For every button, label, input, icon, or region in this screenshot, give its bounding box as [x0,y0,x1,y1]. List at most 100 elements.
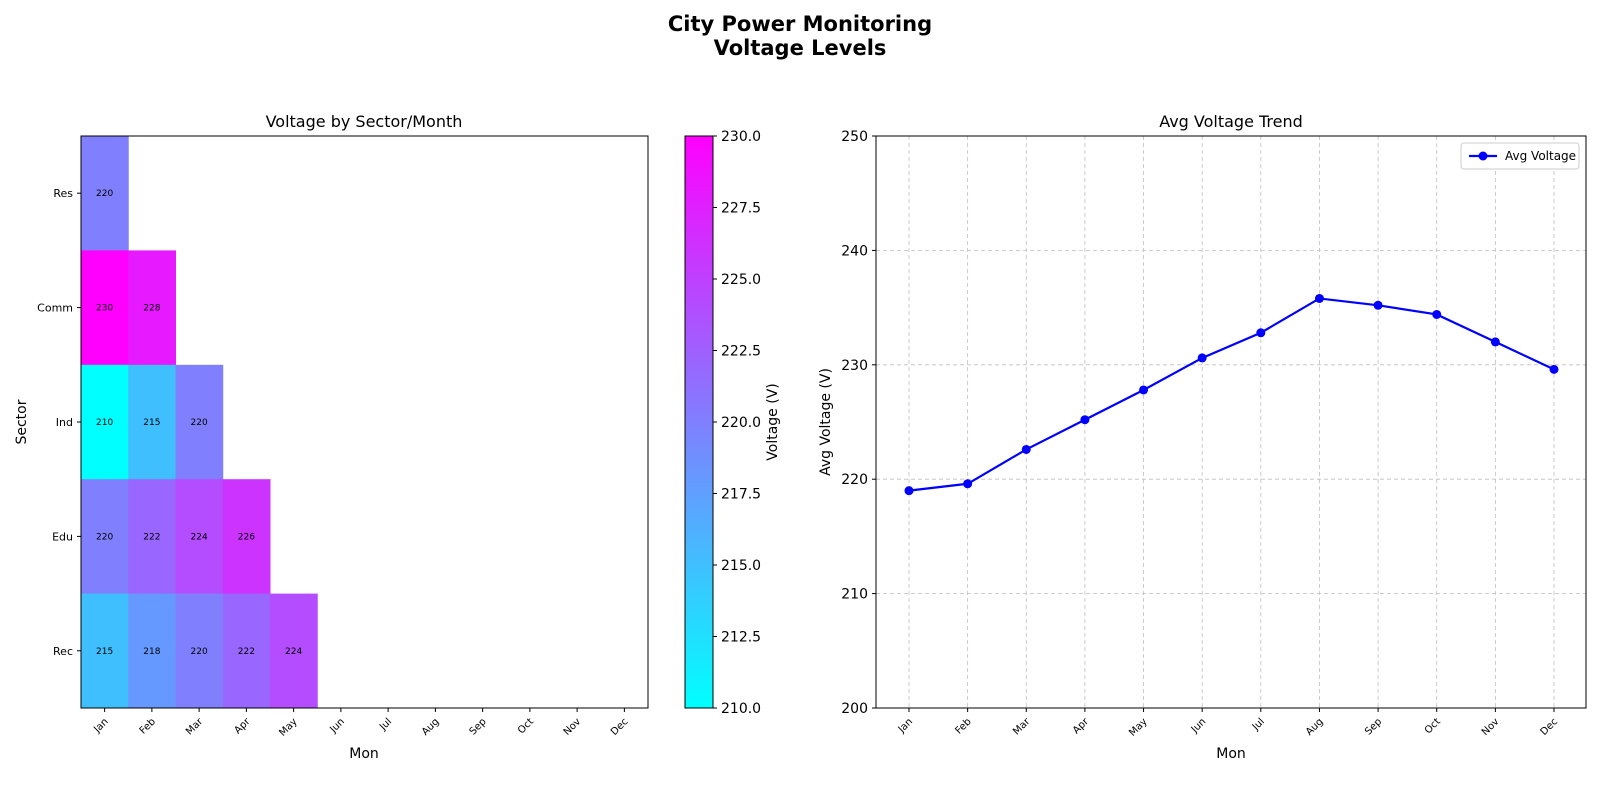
heatmap-y-ticks: Res Comm Ind Edu Rec [37,187,81,658]
heatmap-x-tick-label: Jul [377,716,394,733]
colorbar-tick-label: 227.5 [721,201,761,217]
heatmap-x-tick-label: Sep [468,716,489,737]
data-point [1314,293,1324,303]
heatmap-y-tick-label: Edu [52,530,73,543]
data-point [1256,328,1266,338]
heatmap-cells: 220 230 228 210 215 220 220 222 224 226 215 218 220 2… [81,136,318,709]
line-x-tick-label: Nov [1480,716,1502,738]
heatmap-x-tick-label: Feb [138,716,158,736]
heatmap-cell [81,593,129,709]
heatmap-cell [128,593,176,709]
figure-title-line-2: Voltage Levels [714,36,887,60]
data-point [1080,415,1090,425]
line-x-tick-label: Oct [1423,716,1443,736]
colorbar-tick-label: 222.5 [721,344,761,360]
heatmap-y-tick-label: Ind [56,416,73,429]
line-x-tick-label: Dec [1539,716,1560,737]
heatmap-cell [222,593,271,709]
colorbar-tick-label: 210.0 [721,701,761,717]
line-grid [876,135,1586,709]
line-x-tick-label: Jun [1189,716,1209,736]
heatmap-cell-label: 220 [96,532,113,542]
series-line [908,297,1555,492]
heatmap-y-tick-label: Res [53,187,73,200]
heatmap-cell [81,250,129,366]
heatmap-x-tick-label: Jan [91,716,110,735]
heatmap-cell [128,364,176,480]
data-point [1197,353,1207,363]
heatmap-cell [175,593,224,709]
heatmap-x-tick-label: Aug [420,716,442,738]
heatmap-x-tick-label: Apr [232,716,253,737]
heatmap-cell [81,364,129,480]
figure-title-line-1: City Power Monitoring [668,12,932,36]
heatmap-cell-label: 218 [143,647,160,657]
heatmap-cell-label: 222 [143,532,160,542]
legend-box [1460,142,1580,170]
line-panel: Avg Voltage Trend Jan Feb Mar Apr May Jun Jul A… [818,112,1587,762]
heatmap-title: Voltage by Sector/Month [266,112,463,131]
heatmap-y-tick-label: Rec [53,645,73,658]
line-y-tick-label: 240 [841,243,868,259]
heatmap-x-axis-label: Mon [349,746,379,762]
heatmap-cell-label: 224 [285,647,302,657]
heatmap-x-tick-label: May [277,716,299,738]
colorbar-ticks: 210.0 212.5 215.0 217.5 220.0 222.5 225.0 227.5… [713,129,761,717]
heatmap-x-tick-label: Oct [516,716,536,736]
data-point [1139,385,1149,395]
line-y-axis-label: Avg Voltage (V) [818,368,834,476]
heatmap-cell-label: 215 [143,418,160,428]
line-frame [875,135,1587,709]
colorbar-label: Voltage (V) [765,383,781,460]
heatmap-cell-label: 220 [191,418,208,428]
heatmap-cell-label: 210 [96,418,113,428]
line-x-tick-label: Feb [953,716,973,736]
data-point [963,479,973,489]
heatmap-cell [175,364,224,480]
line-x-tick-label: Mar [1011,716,1033,738]
heatmap-cell [81,136,129,251]
colorbar-tick-label: 225.0 [721,272,761,288]
line-x-ticks: Jan Feb Mar Apr May Jun Jul Aug Sep Oct Nov Dec [896,708,1560,739]
line-x-tick-label: May [1127,716,1149,738]
heatmap-cell-label: 230 [96,304,113,314]
heatmap-cell [222,479,271,595]
colorbar-tick-label: 217.5 [721,487,761,503]
heatmap-cell-label: 222 [238,647,255,657]
heatmap-y-axis-label: Sector [14,399,30,444]
line-x-axis-label: Mon [1216,746,1246,762]
legend-label: Avg Voltage [1505,149,1576,163]
line-x-tick-label: Sep [1363,716,1384,737]
heatmap-x-tick-label: Mar [184,716,206,738]
line-y-tick-label: 230 [841,358,868,374]
line-series [904,293,1559,496]
data-point [1490,337,1500,347]
line-x-tick-label: Jan [896,716,915,735]
heatmap-cell-label: 220 [96,189,113,199]
colorbar-tick-label: 230.0 [721,129,761,145]
heatmap-x-tick-label: Jun [327,716,347,736]
line-y-tick-label: 200 [841,701,868,717]
line-legend: Avg Voltage [1460,142,1580,170]
colorbar: 210.0 212.5 215.0 217.5 220.0 222.5 225.0 227.5… [684,129,781,717]
data-point [1432,309,1442,319]
heatmap-x-tick-label: Dec [609,716,630,737]
heatmap-cell [270,593,318,709]
line-y-ticks: 200 210 220 230 240 250 [841,129,876,717]
heatmap-y-tick-label: Comm [37,302,73,315]
heatmap-x-tick-label: Nov [562,716,584,738]
legend-marker [1478,151,1488,161]
colorbar-gradient [684,135,714,709]
colorbar-tick-label: 212.5 [721,630,761,646]
heatmap-cell-label: 224 [191,532,208,542]
line-x-tick-label: Jul [1250,716,1267,733]
line-y-tick-label: 210 [841,587,868,603]
heatmap-cell-label: 220 [191,647,208,657]
line-chart-title: Avg Voltage Trend [1159,112,1303,131]
colorbar-tick-label: 215.0 [721,558,761,574]
heatmap-cell [81,479,129,595]
heatmap-cell [175,479,224,595]
data-point [904,486,914,496]
line-y-tick-label: 250 [841,129,868,145]
